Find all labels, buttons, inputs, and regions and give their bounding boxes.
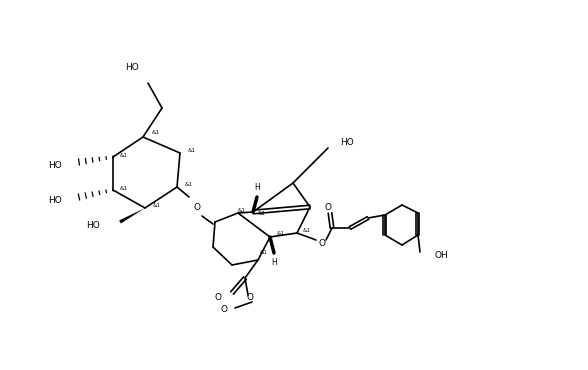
- Text: &1: &1: [258, 211, 266, 215]
- Text: HO: HO: [340, 138, 354, 147]
- Text: O: O: [246, 293, 253, 303]
- Text: HO: HO: [48, 195, 62, 205]
- Text: O: O: [325, 202, 332, 212]
- Text: HO: HO: [125, 63, 139, 71]
- Text: &1: &1: [188, 148, 196, 152]
- Text: &1: &1: [260, 250, 268, 256]
- Text: &1: &1: [152, 130, 160, 135]
- Text: O: O: [221, 306, 228, 314]
- Text: &1: &1: [303, 228, 311, 232]
- Text: O: O: [319, 239, 326, 248]
- Text: O: O: [193, 202, 201, 212]
- Polygon shape: [119, 208, 145, 223]
- Text: &1: &1: [238, 208, 246, 212]
- Text: &1: &1: [185, 182, 193, 186]
- Text: &1: &1: [277, 231, 285, 235]
- Text: H: H: [254, 183, 260, 192]
- Text: O: O: [215, 293, 222, 303]
- Text: OH: OH: [435, 250, 449, 259]
- Text: &1: &1: [120, 152, 128, 158]
- Text: &1: &1: [120, 185, 128, 191]
- Text: HO: HO: [86, 221, 100, 229]
- Text: &1: &1: [153, 202, 161, 208]
- Text: H: H: [271, 258, 277, 267]
- Text: HO: HO: [48, 161, 62, 169]
